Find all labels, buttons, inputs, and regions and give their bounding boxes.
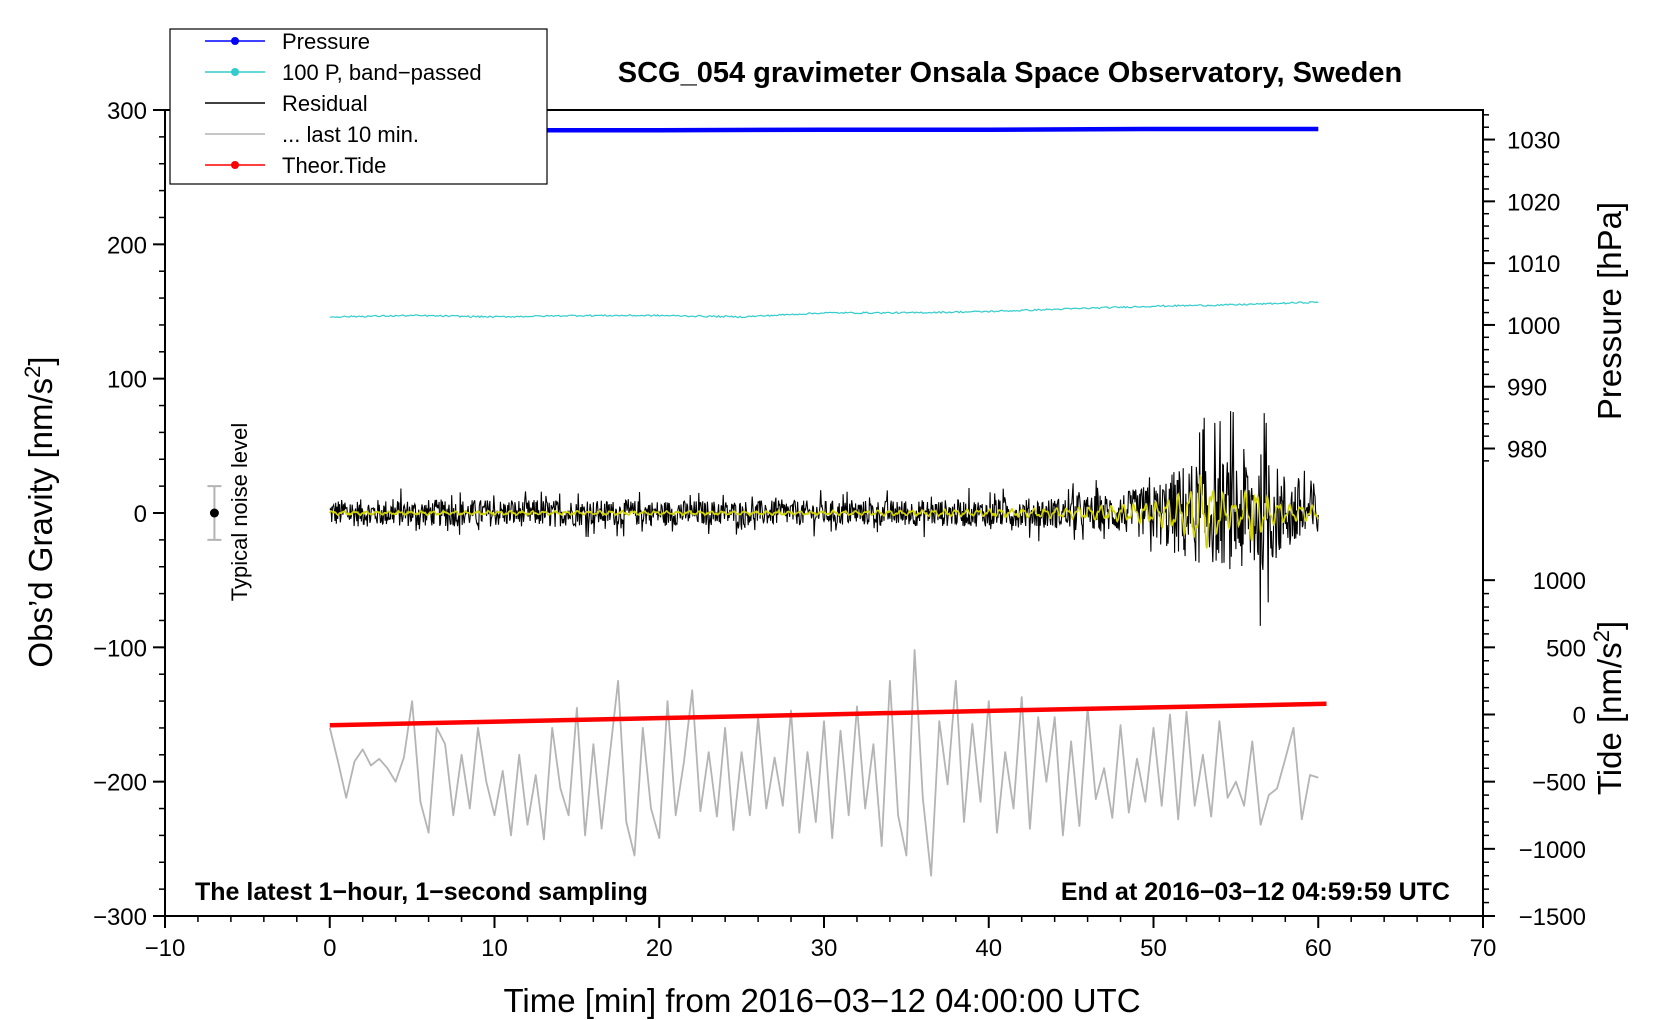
residual-series: [329, 411, 1319, 626]
x-tick-label: 40: [975, 935, 1002, 962]
legend-label: 100 P, band−passed: [282, 60, 482, 85]
legend-label: Residual: [282, 91, 368, 116]
chart-title: SCG_054 gravimeter Onsala Space Observat…: [618, 57, 1402, 89]
tide-tick-label: −500: [1532, 770, 1586, 797]
y-tick-label: 300: [107, 98, 147, 125]
legend: Pressure 100 P, band−passed Residual ... la…: [169, 28, 548, 185]
end-time-annotation: End at 2016−03−12 04:59:59 UTC: [1061, 878, 1450, 906]
pressure-tick-label: 980: [1507, 437, 1547, 464]
tide-unit-text: Tide [nm/s: [1591, 642, 1628, 795]
y-axis-title-tide: Tide [nm/s2]: [1589, 621, 1629, 795]
tide-unit-close: ]: [1591, 621, 1628, 630]
y-tick-label: −300: [93, 904, 147, 931]
legend-box: [169, 28, 548, 185]
residual-smoothed-series: [329, 474, 1319, 549]
pressure-tick-label: 990: [1507, 375, 1547, 402]
x-tick-label: 70: [1470, 935, 1497, 962]
x-tick-label: 60: [1305, 935, 1332, 962]
last-10-min-series: [328, 649, 1319, 877]
x-tick-label: 0: [323, 935, 336, 962]
tide-axis-ticks: −1500 −1000 −500 0 500 1000: [1483, 568, 1586, 931]
legend-label: ... last 10 min.: [282, 122, 419, 147]
pressure-tick-label: 1020: [1507, 189, 1560, 216]
y-tick-label: 200: [107, 232, 147, 259]
tide-tick-label: −1000: [1519, 837, 1586, 864]
x-tick-label: 50: [1140, 935, 1167, 962]
tide-tick-label: 500: [1546, 635, 1586, 662]
gravity-unit-superscript: 2: [20, 366, 45, 378]
tide-tick-label: 0: [1573, 703, 1586, 730]
x-tick-label: 10: [481, 935, 508, 962]
x-tick-label: −10: [145, 935, 186, 962]
tide-tick-label: −1500: [1519, 904, 1586, 931]
tide-unit-superscript: 2: [1589, 630, 1614, 642]
legend-label: Theor.Tide: [282, 153, 386, 178]
y-tick-label: 100: [107, 367, 147, 394]
y-tick-label: 0: [134, 501, 147, 528]
x-tick-label: 30: [811, 935, 838, 962]
pressure-tick-label: 1030: [1507, 128, 1560, 155]
pressure-axis-ticks: 980 990 1000 1010 1020 1030: [1483, 114, 1560, 464]
legend-marker: [231, 37, 239, 45]
y-axis-title-pressure: Pressure [hPa]: [1591, 202, 1628, 420]
noise-level-bar: [207, 485, 222, 541]
y-tick-label: −200: [93, 770, 147, 797]
sampling-annotation: The latest 1−hour, 1−second sampling: [195, 878, 648, 906]
noise-bar-dot: [209, 508, 219, 518]
pressure-tick-label: 1010: [1507, 251, 1560, 278]
y-axis-ticks: −300 −200 −100 0 100 200 300: [93, 98, 165, 931]
pressure-tick-label: 1000: [1507, 313, 1560, 340]
legend-marker: [231, 68, 239, 76]
y-tick-label: −100: [93, 635, 147, 662]
legend-marker: [231, 161, 239, 169]
x-tick-label: 20: [646, 935, 673, 962]
legend-label: Pressure: [282, 29, 370, 54]
theoretical-tide-series: [329, 701, 1327, 728]
noise-level-label: Typical noise level: [227, 423, 252, 602]
x-axis-title: Time [min] from 2016−03−12 04:00:00 UTC: [503, 982, 1140, 1019]
gravity-unit-text: Obs’d Gravity [nm/s: [22, 378, 59, 668]
band-passed-pressure-series: [329, 301, 1319, 319]
x-axis-ticks: −10 0 10 20 30 40 50 60 70: [145, 916, 1497, 962]
series-layer: [328, 126, 1327, 877]
y-axis-title-gravity: Obs’d Gravity [nm/s2]: [20, 356, 60, 667]
tide-tick-label: 1000: [1533, 568, 1586, 595]
gravity-unit-close: ]: [22, 356, 59, 365]
